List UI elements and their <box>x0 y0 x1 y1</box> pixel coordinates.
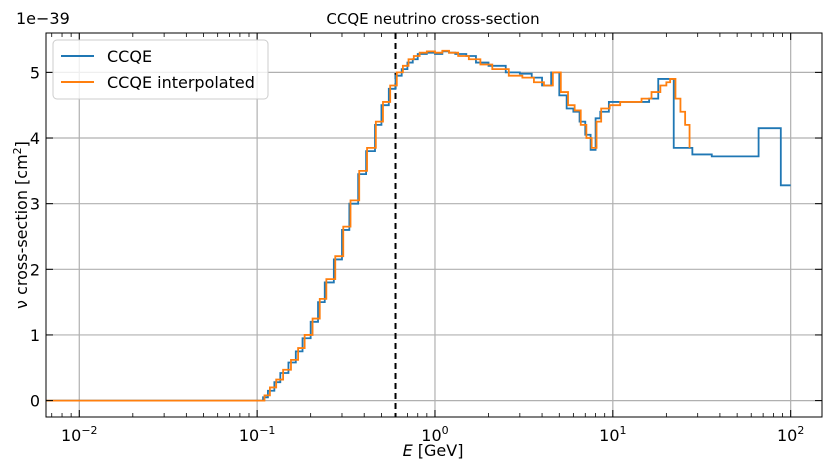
legend: CCQE CCQE interpolated <box>52 39 269 100</box>
y-tick-label: 0 <box>30 392 40 411</box>
y-tick-label: 2 <box>30 260 40 279</box>
y-axis-title-suffix: ] <box>12 141 31 147</box>
y-axis-title-prefix: ν cross-section [cm <box>12 154 31 309</box>
x-axis-title-unit: [GeV] <box>413 441 464 460</box>
series-line-ccqe <box>46 50 791 402</box>
y-tick-label: 4 <box>30 129 40 148</box>
series-layer <box>46 49 791 402</box>
y-offset-label: 1e−39 <box>16 9 70 28</box>
x-tick-label: 101 <box>599 424 626 445</box>
y-tick-label: 5 <box>30 63 40 82</box>
x-tick-label: 102 <box>777 424 804 445</box>
x-axis-title: E [GeV] <box>403 441 464 460</box>
x-tick-label: 10−2 <box>61 424 98 445</box>
series-line-ccqe-interpolated <box>46 49 691 402</box>
y-tick-label: 3 <box>30 195 40 214</box>
legend-box <box>52 39 269 100</box>
chart-title: CCQE neutrino cross-section <box>326 10 539 28</box>
x-tick-label: 10−1 <box>239 424 276 445</box>
y-axis-title: ν cross-section [cm2] <box>11 141 31 309</box>
legend-label-ccqe: CCQE <box>107 47 152 66</box>
axis-ticks: 10−2 10−1 100 101 102 0 1 2 3 4 5 <box>30 33 822 445</box>
x-tick-label: 100 <box>421 424 448 445</box>
y-tick-label: 1 <box>30 326 40 345</box>
y-axis-title-sup: 2 <box>11 147 24 154</box>
x-axis-title-var: E <box>403 441 414 460</box>
legend-label-ccqe-interpolated: CCQE interpolated <box>107 73 255 92</box>
plot-frame <box>45 32 823 418</box>
